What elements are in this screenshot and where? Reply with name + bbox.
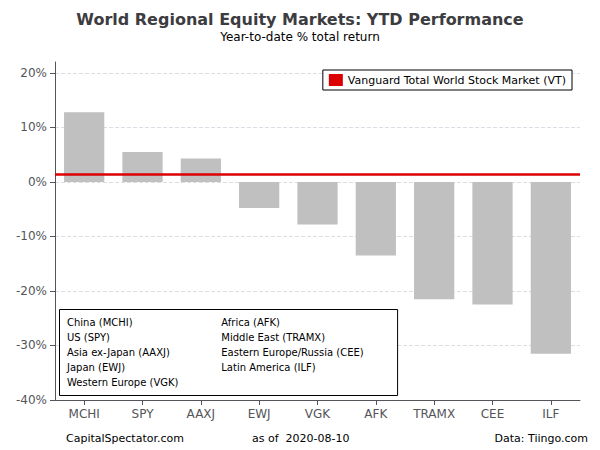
svg-text:Data: Tiingo.com: Data: Tiingo.com <box>495 432 588 445</box>
svg-text:EWJ: EWJ <box>248 407 271 421</box>
svg-text:TRAMX: TRAMX <box>412 407 455 421</box>
svg-text:China (MCHI): China (MCHI) <box>67 317 133 328</box>
svg-text:US (SPY): US (SPY) <box>67 332 110 343</box>
svg-text:-40%: -40% <box>16 393 47 407</box>
svg-text:-20%: -20% <box>16 284 47 298</box>
svg-text:CEE: CEE <box>481 407 505 421</box>
svg-text:AFK: AFK <box>364 407 388 421</box>
svg-text:SPY: SPY <box>132 407 155 421</box>
svg-text:0%: 0% <box>28 175 47 189</box>
svg-text:VGK: VGK <box>305 407 332 421</box>
svg-text:Japan (EWJ): Japan (EWJ) <box>66 362 125 373</box>
svg-text:Vanguard Total World Stock Mar: Vanguard Total World Stock Market (VT) <box>348 74 566 87</box>
svg-text:Latin America (ILF): Latin America (ILF) <box>221 362 316 373</box>
svg-text:as of 2020-08-10: as of 2020-08-10 <box>252 432 350 445</box>
svg-text:-10%: -10% <box>16 229 47 243</box>
svg-text:Western Europe (VGK): Western Europe (VGK) <box>67 377 179 388</box>
svg-text:Year-to-date % total return: Year-to-date % total return <box>219 30 380 44</box>
svg-text:CapitalSpectator.com: CapitalSpectator.com <box>66 432 184 445</box>
svg-text:MCHI: MCHI <box>69 407 100 421</box>
svg-text:AAXJ: AAXJ <box>187 407 216 421</box>
svg-text:20%: 20% <box>20 66 47 80</box>
svg-text:ILF: ILF <box>542 407 559 421</box>
svg-text:Asia ex-Japan (AAXJ): Asia ex-Japan (AAXJ) <box>67 347 170 358</box>
svg-text:10%: 10% <box>20 120 47 134</box>
svg-text:Middle East (TRAMX): Middle East (TRAMX) <box>221 332 325 343</box>
svg-text:Eastern Europe/Russia (CEE): Eastern Europe/Russia (CEE) <box>221 347 364 358</box>
svg-text:-30%: -30% <box>16 338 47 352</box>
svg-text:Africa (AFK): Africa (AFK) <box>221 317 280 328</box>
svg-text:World Regional Equity Markets:: World Regional Equity Markets: YTD Perfo… <box>76 10 524 29</box>
